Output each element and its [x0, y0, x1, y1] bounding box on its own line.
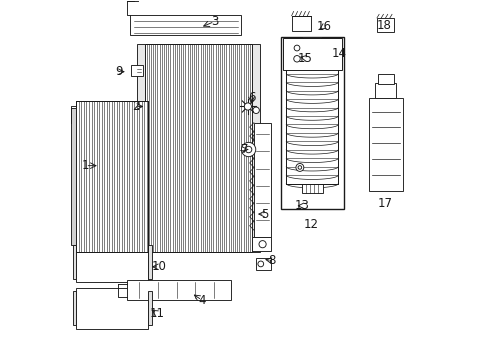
Bar — [378, 74, 394, 84]
Circle shape — [296, 163, 304, 171]
Circle shape — [253, 107, 259, 113]
Text: 8: 8 — [268, 254, 275, 267]
Text: 2: 2 — [132, 100, 139, 113]
Text: 7: 7 — [241, 143, 248, 156]
Circle shape — [253, 134, 259, 140]
Text: 11: 11 — [149, 307, 165, 320]
Bar — [254, 123, 271, 237]
Bar — [302, 184, 322, 193]
Bar — [286, 65, 338, 184]
Text: 3: 3 — [211, 15, 218, 28]
Bar — [377, 18, 394, 32]
Text: 4: 4 — [198, 294, 206, 307]
Text: 13: 13 — [295, 199, 310, 212]
Text: 17: 17 — [378, 197, 393, 210]
Text: 15: 15 — [298, 51, 313, 64]
Bar — [72, 108, 76, 244]
Text: 6: 6 — [248, 91, 255, 104]
Circle shape — [294, 55, 300, 62]
Circle shape — [298, 166, 302, 169]
Text: 1: 1 — [82, 159, 89, 172]
Bar — [299, 45, 325, 65]
Bar — [292, 16, 311, 31]
Bar — [148, 291, 152, 325]
Circle shape — [245, 146, 252, 153]
Text: 18: 18 — [377, 19, 392, 32]
Bar — [73, 291, 76, 325]
Bar — [281, 37, 343, 209]
Bar — [145, 44, 252, 252]
Polygon shape — [131, 65, 143, 76]
Text: 5: 5 — [261, 208, 269, 221]
Bar — [76, 101, 148, 252]
Text: 10: 10 — [151, 260, 167, 273]
Bar — [76, 101, 148, 252]
Bar — [130, 15, 242, 35]
Text: 12: 12 — [304, 218, 319, 231]
Bar — [148, 244, 152, 279]
Bar — [73, 244, 76, 279]
Circle shape — [259, 240, 266, 248]
Bar — [137, 44, 145, 252]
Bar — [375, 83, 396, 98]
Bar — [76, 241, 148, 282]
Bar — [252, 237, 271, 251]
Circle shape — [245, 103, 251, 110]
Circle shape — [294, 45, 300, 51]
Bar — [303, 37, 321, 45]
Circle shape — [258, 261, 264, 267]
Bar — [256, 258, 271, 270]
Bar — [145, 44, 252, 252]
Bar — [283, 39, 342, 70]
Text: 16: 16 — [317, 20, 331, 33]
Circle shape — [242, 142, 256, 157]
Bar — [286, 65, 338, 184]
Bar — [368, 98, 403, 191]
Text: 9: 9 — [115, 65, 122, 78]
Text: 14: 14 — [331, 47, 346, 60]
Bar — [252, 44, 260, 252]
Bar — [126, 280, 231, 300]
Bar — [76, 288, 148, 329]
